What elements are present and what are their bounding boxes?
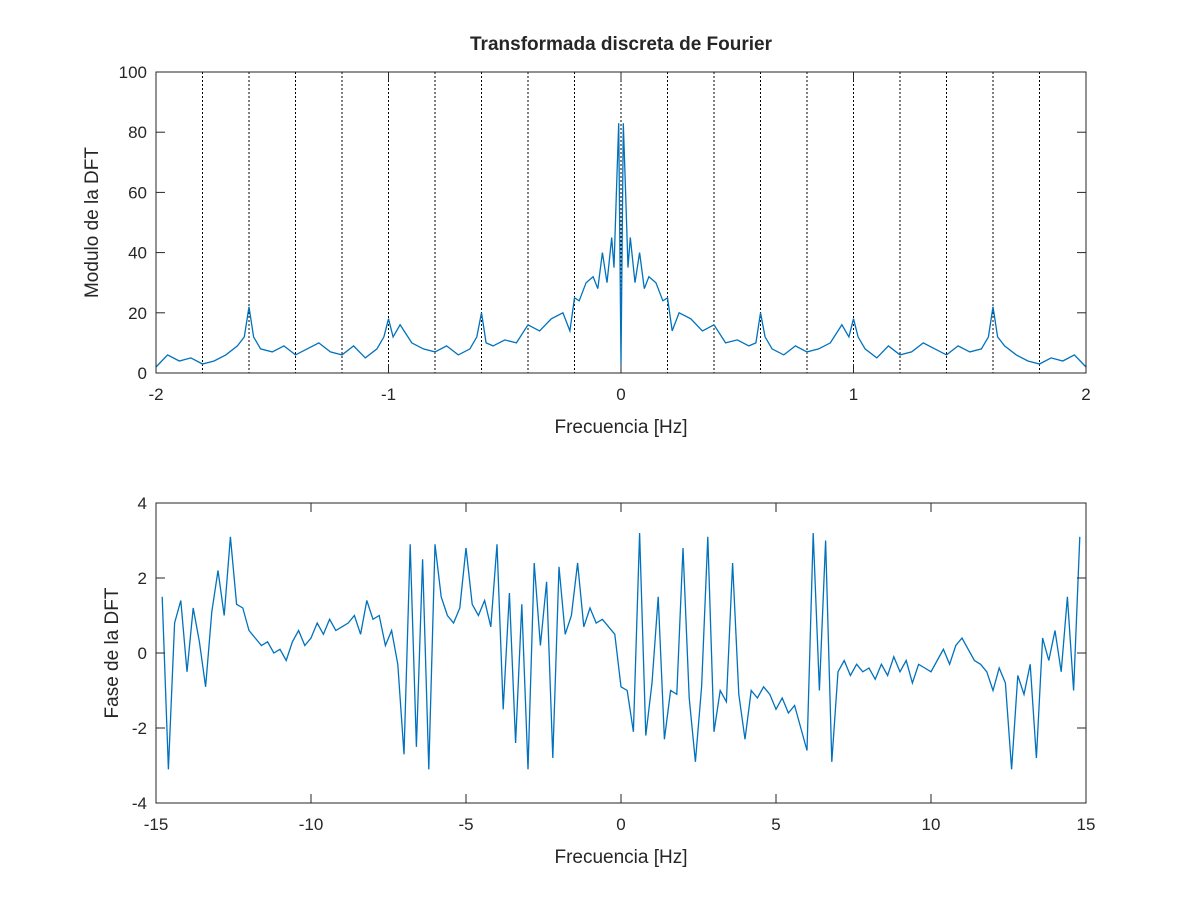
- x-tick-label: 0: [616, 815, 625, 834]
- y-tick-label: 40: [128, 244, 147, 263]
- y-tick-label: -4: [132, 794, 147, 813]
- x-tick-label: 0: [616, 385, 625, 404]
- phase-plot: -15 -10 -5 0 5 10 15 -4 -2 0 2 4 Frecuencia [Hz] Fase…: [102, 494, 1095, 868]
- y-axis-label: Modulo de la DFT: [82, 147, 103, 298]
- x-tick-label: 10: [922, 815, 941, 834]
- y-tick-label: 80: [128, 123, 147, 142]
- y-tick-label: 0: [138, 364, 147, 383]
- x-tick-label: -5: [458, 815, 473, 834]
- y-tick-label: 20: [128, 304, 147, 323]
- x-tick-label: -1: [381, 385, 396, 404]
- x-axis-label: Frecuencia [Hz]: [554, 847, 687, 868]
- y-tick-label: 60: [128, 183, 147, 202]
- y-tick-label: 4: [138, 494, 147, 513]
- y-tick-label: -2: [132, 719, 147, 738]
- x-tick-label: -2: [148, 385, 163, 404]
- x-tick-label: 5: [771, 815, 780, 834]
- y-axis-label: Fase de la DFT: [102, 587, 123, 718]
- x-tick-label: 2: [1081, 385, 1090, 404]
- chart-title: Transformada discreta de Fourier: [470, 34, 773, 55]
- series-line: [161, 532, 1081, 770]
- x-axis-label: Frecuencia [Hz]: [554, 417, 687, 438]
- y-tick-label: 100: [119, 63, 147, 82]
- y-tick-label: 0: [138, 644, 147, 663]
- x-tick-label: -10: [299, 815, 324, 834]
- x-tick-label: 1: [849, 385, 858, 404]
- x-tick-label: -15: [144, 815, 169, 834]
- y-tick-label: 2: [138, 569, 147, 588]
- x-tick-label: 15: [1077, 815, 1096, 834]
